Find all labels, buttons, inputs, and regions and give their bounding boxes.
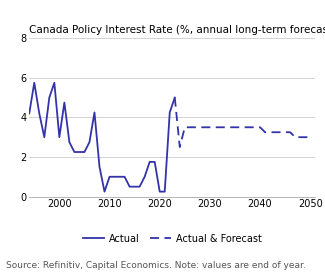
Legend: Actual, Actual & Forecast: Actual, Actual & Forecast — [79, 230, 266, 248]
Text: Source: Refinitiv, Capital Economics. Note: values are end of year.: Source: Refinitiv, Capital Economics. No… — [6, 261, 306, 270]
Text: Canada Policy Interest Rate (%, annual long-term forecast): Canada Policy Interest Rate (%, annual l… — [29, 25, 325, 35]
